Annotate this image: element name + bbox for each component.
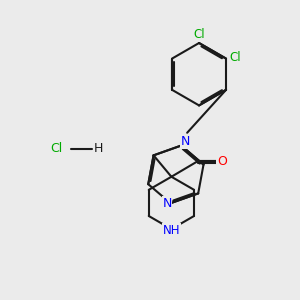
- Text: N: N: [181, 136, 190, 148]
- Text: Cl: Cl: [50, 142, 62, 155]
- Text: Cl: Cl: [193, 28, 205, 41]
- Text: NH: NH: [163, 224, 180, 237]
- Text: H: H: [94, 142, 104, 155]
- Text: Cl: Cl: [230, 51, 242, 64]
- Text: O: O: [217, 155, 227, 168]
- Text: N: N: [162, 197, 172, 210]
